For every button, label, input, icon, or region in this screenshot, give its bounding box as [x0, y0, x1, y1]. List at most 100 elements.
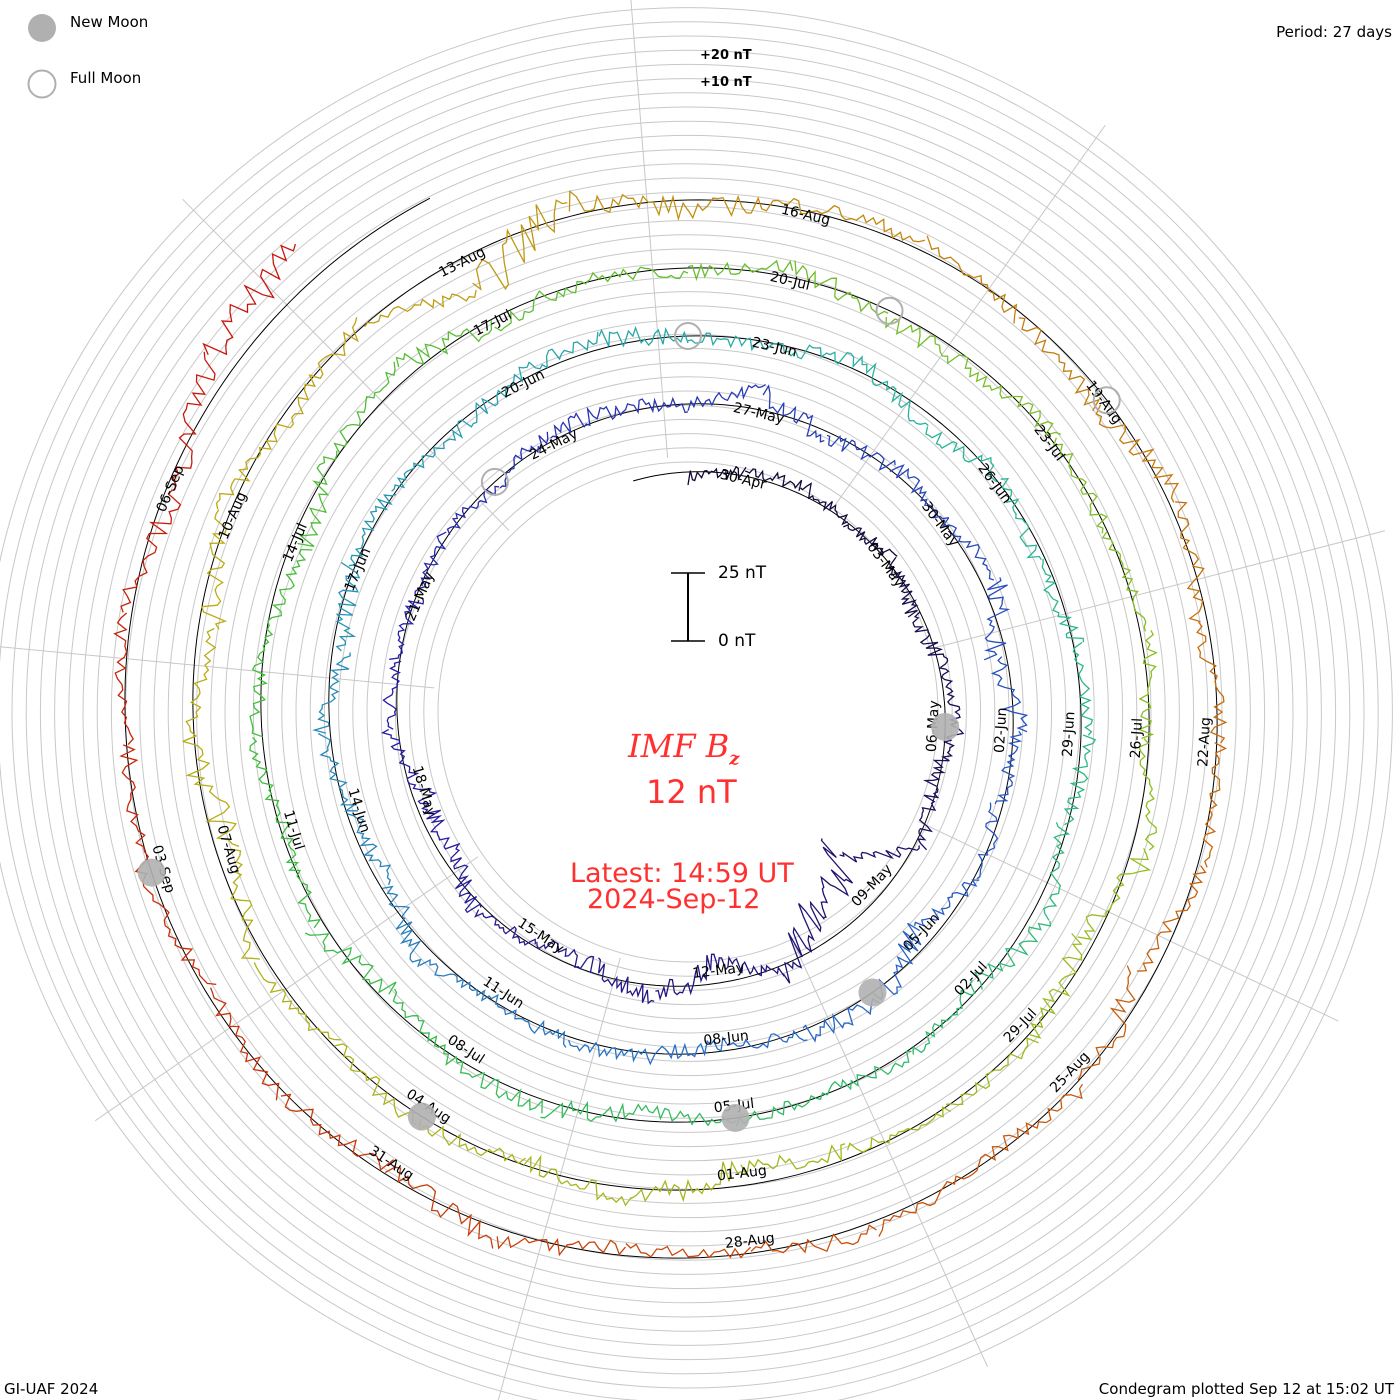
date-label: 20-Jul — [768, 269, 811, 294]
bz-trace-segment — [540, 1100, 643, 1123]
date-label: 05-Jun — [900, 910, 943, 954]
period-label: Period: 27 days — [1276, 23, 1392, 41]
bz-trace-segment — [450, 844, 482, 914]
bz-trace-segment — [312, 652, 351, 734]
grid-ring — [167, 191, 1209, 1233]
bz-trace-segment — [253, 962, 341, 1041]
bz-trace-segment — [202, 243, 297, 356]
bz-trace-segment — [230, 848, 261, 960]
bz-trace-segment — [762, 384, 825, 443]
center-title-text: IMF B — [628, 727, 730, 765]
date-label: 02-Jun — [992, 707, 1011, 753]
grid-ring — [338, 362, 1038, 1062]
bz-trace-segment — [889, 464, 950, 520]
bz-trace-segment — [304, 932, 397, 995]
bz-trace-segment — [182, 740, 240, 848]
bz-trace-segment — [846, 1106, 952, 1153]
bz-trace-segment — [740, 1143, 846, 1177]
date-label: 14-Jul — [280, 521, 311, 565]
bz-trace-segment — [646, 1035, 728, 1066]
bz-trace-segment — [802, 998, 880, 1043]
bz-trace-segment — [994, 730, 1023, 805]
bz-trace-segment — [496, 1235, 626, 1257]
bz-trace-segment — [888, 556, 919, 618]
bz-trace-segment — [1202, 742, 1227, 868]
grid-ring — [409, 433, 967, 991]
bz-trace-segment — [1041, 558, 1085, 643]
bz-trace-segment — [1136, 865, 1207, 972]
grid-ring — [181, 205, 1195, 1219]
bz-trace-segment — [347, 813, 392, 886]
bz-trace-segment — [687, 383, 766, 411]
date-label: 22-Aug — [1195, 717, 1214, 768]
grid-spoke — [918, 820, 1339, 1022]
grid-ring — [394, 418, 982, 1006]
date-label: 01-Aug — [716, 1163, 767, 1185]
bz-trace-segment — [913, 879, 980, 927]
grid-ring — [0, 21, 1379, 1400]
date-label: 21-May — [403, 570, 438, 624]
full-moon-marker — [674, 322, 702, 350]
grid-ring — [352, 376, 1024, 1048]
bz-trace-segment — [968, 371, 1062, 437]
bz-trace-segment — [395, 320, 493, 368]
bz-trace-segment — [775, 342, 863, 369]
grid-ring — [125, 149, 1251, 1275]
bz-trace-segment — [495, 1003, 567, 1048]
bz-trace-segment — [990, 656, 1029, 733]
bz-trace-segment — [384, 1166, 494, 1249]
bz-trace-segment — [568, 190, 689, 222]
bz-trace-segment — [456, 1060, 543, 1114]
bz-trace-segment — [885, 316, 972, 376]
grid-ring — [11, 35, 1365, 1389]
date-label: 17-Jul — [471, 307, 514, 340]
bz-trace-segment — [249, 736, 292, 834]
date-label: 26-Jul — [1128, 718, 1146, 759]
date-label: 17-Jun — [342, 546, 375, 594]
bz-trace-segment — [446, 485, 500, 535]
new-moon-marker — [721, 1103, 750, 1132]
bz-trace-segment — [391, 431, 457, 492]
bz-trace-segment — [976, 802, 999, 880]
bz-trace-segment — [171, 351, 216, 491]
bz-trace-segment — [973, 920, 1052, 990]
bz-trace-segment — [839, 845, 920, 863]
bz-trace-segment — [418, 1119, 526, 1165]
center-title: IMF Bz — [628, 727, 740, 769]
full-moon-marker — [480, 467, 509, 496]
grid-spoke — [94, 856, 479, 1122]
grid-ring — [25, 49, 1351, 1375]
bz-trace-segment — [389, 596, 425, 660]
bz-trace-segment — [200, 509, 228, 630]
bz-trace-segment — [744, 468, 803, 492]
date-label: 19-Aug — [1082, 378, 1125, 428]
bz-trace-segment — [417, 789, 461, 850]
full-moon-marker — [875, 296, 904, 325]
legend-new-moon: New Moon — [70, 13, 149, 31]
date-label: 23-Jul — [1030, 422, 1067, 464]
bz-trace-segment — [1018, 317, 1101, 412]
grid-spoke — [934, 530, 1385, 649]
grid-ring — [39, 63, 1337, 1361]
bz-trace-segment — [120, 489, 182, 613]
grid-ring — [380, 404, 996, 1020]
grid-ring — [295, 319, 1081, 1105]
bz-trace-segment — [597, 957, 655, 1005]
bz-trace-segment — [735, 1092, 828, 1127]
bz-trace-segment — [450, 373, 522, 439]
bz-trace-segment — [687, 195, 807, 220]
grid-spoke — [182, 198, 510, 531]
bz-trace-segment — [687, 332, 776, 352]
date-label: 07-Aug — [214, 823, 244, 875]
bz-trace-segment — [585, 266, 689, 283]
new-moon-marker — [407, 1102, 436, 1131]
bz-trace-segment — [249, 636, 270, 738]
bz-trace-segment — [317, 732, 358, 812]
date-label: 08-Jul — [444, 1032, 487, 1068]
bz-trace-segment — [598, 325, 689, 348]
bz-trace-segment — [980, 1083, 1084, 1162]
scale-bottom-label: 0 nT — [718, 631, 756, 651]
bz-trace-segment — [1138, 738, 1157, 851]
bz-trace-segment — [536, 941, 595, 974]
